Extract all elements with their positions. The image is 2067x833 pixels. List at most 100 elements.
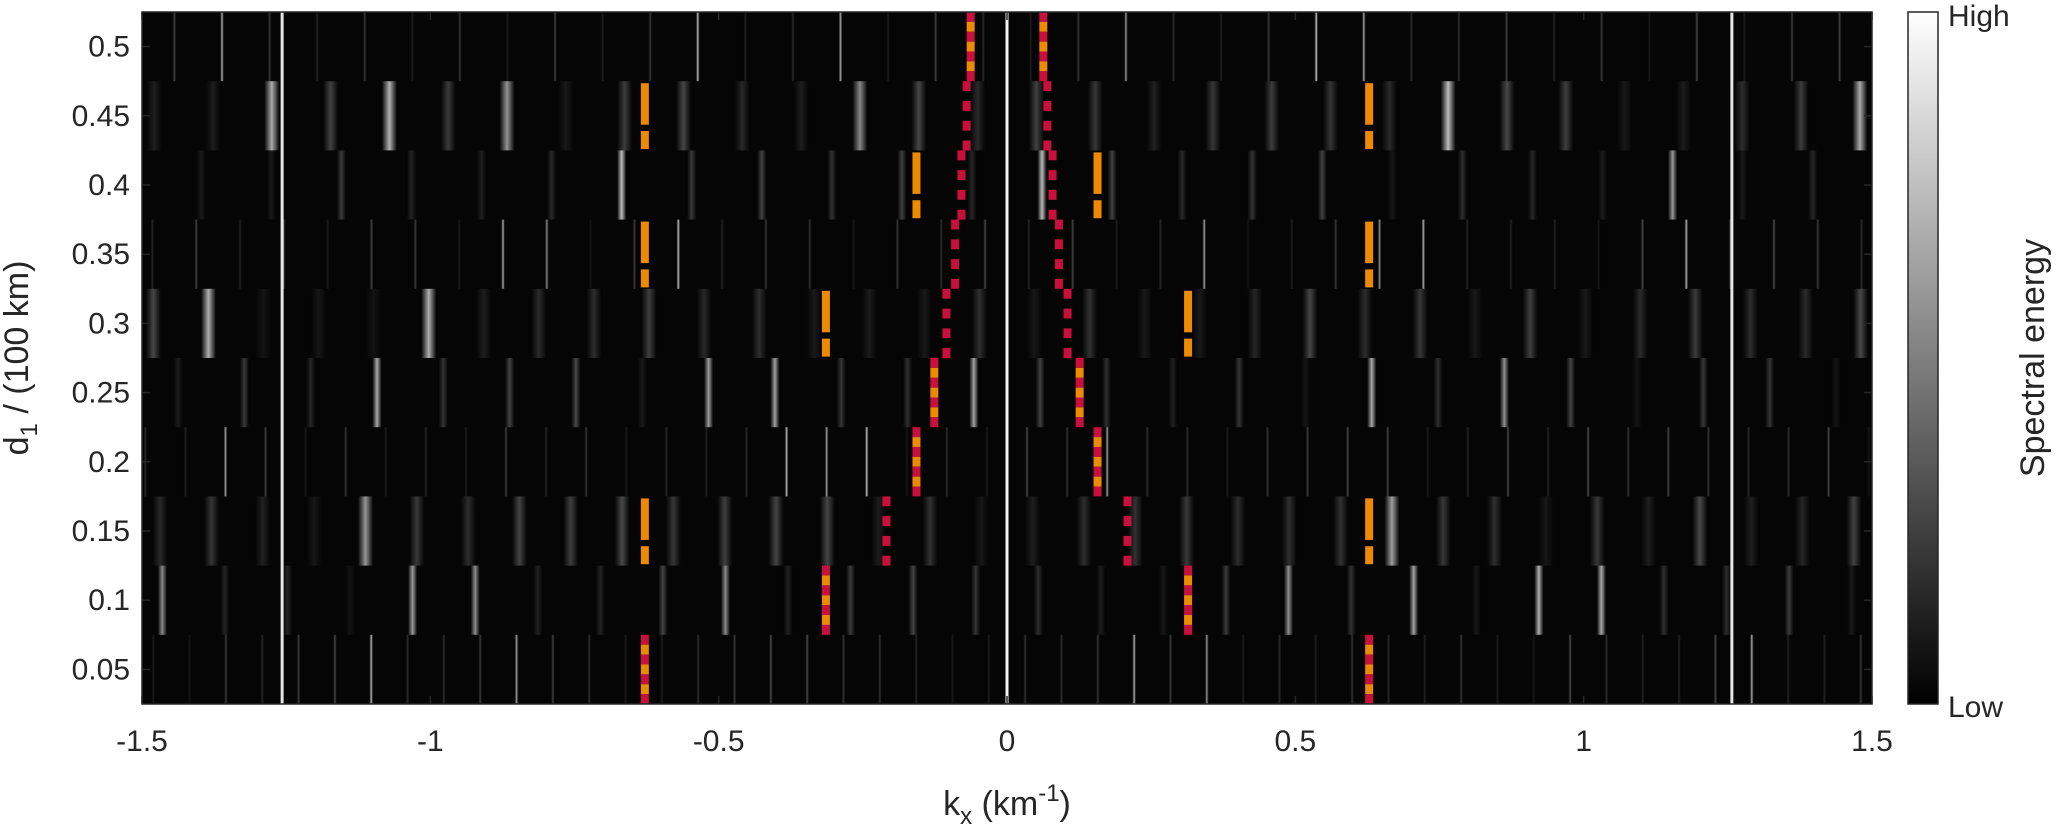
heatmap-stripe [1386,427,1390,497]
heatmap-stripe [405,634,410,704]
heatmap-stripe [981,12,985,82]
red-dotted-marker [942,328,951,339]
heatmap-stripe [696,12,700,82]
orange-marker [1365,221,1374,264]
red-dotted-marker [1075,377,1084,388]
heatmap-stripe [546,150,557,220]
red-dotted-marker [821,595,830,606]
heatmap-stripe [256,288,272,358]
heatmap-stripe [1221,565,1231,635]
heatmap-stripe [1487,496,1503,566]
heatmap-stripe [1246,219,1250,289]
red-dotted-marker [1123,555,1132,566]
heatmap-stripe [1384,496,1400,566]
orange-marker [640,269,649,288]
red-dotted-marker [882,535,891,546]
heatmap-stripe [1096,634,1100,704]
heatmap-stripe [151,634,155,704]
red-dotted-marker [1039,71,1048,82]
heatmap-stripe [1101,358,1112,428]
heatmap-stripe [732,634,737,704]
red-dotted-marker [1048,189,1057,200]
orange-marker [640,83,649,125]
heatmap-stripe [1027,288,1043,358]
heatmap-stripe [440,81,456,151]
heatmap-stripe [1323,81,1339,151]
heatmap-stripe [1728,219,1732,289]
heatmap-stripe [533,565,543,635]
heatmap-stripe [1305,427,1310,497]
heatmap-stripe [1742,288,1758,358]
orange-marker [1365,83,1374,125]
heatmap-stripe [1790,12,1794,82]
red-dotted-marker [966,12,975,22]
heatmap-stripe [897,150,907,220]
heatmap-stripe [770,358,780,428]
heatmap-stripe [1281,496,1297,566]
heatmap-stripe [806,288,822,358]
heatmap-stripe [1192,288,1208,358]
heatmap-stripe [878,634,882,704]
red-dotted-marker [966,41,975,52]
red-dotted-marker [1365,694,1374,704]
heatmap-stripe [836,358,846,428]
heatmap-stripe [587,634,591,704]
red-dotted-marker [1184,575,1193,586]
red-dotted-marker [1184,595,1193,606]
heatmap-stripe [1087,81,1103,151]
heatmap-stripe [442,634,446,704]
red-dotted-marker [1093,456,1102,467]
heatmap-stripe [1082,288,1098,358]
heatmap-stripe [845,565,856,635]
heatmap-stripe [1433,358,1443,428]
heatmap-stripe [220,565,230,635]
heatmap-stripe [1345,427,1350,497]
heatmap-stripe [1247,288,1263,358]
heatmap-stripe [558,81,574,151]
heatmap-stripe [1185,427,1190,497]
heatmap-stripe [1677,634,1681,704]
red-dotted-marker [1063,328,1072,339]
red-dotted-marker [1093,446,1102,457]
heatmap-stripe [987,634,991,704]
heatmap-stripe [1467,288,1483,358]
heatmap-stripe [1596,219,1601,289]
heatmap-stripe [1853,288,1869,358]
red-dotted-marker [1075,358,1084,368]
heatmap-stripe [985,427,989,497]
heatmap-stripe [624,427,628,497]
heatmap-stripe [1367,358,1377,428]
heatmap-stripe [255,496,271,566]
x-tick-label: -1.5 [116,725,168,758]
heatmap-stripe [743,12,748,82]
heatmap-stripe [1357,288,1373,358]
red-dotted-marker [930,417,939,428]
heatmap-stripe [1381,81,1397,151]
heatmap-stripe [1675,81,1691,151]
heatmap-stripe [223,427,228,497]
orange-marker [1365,131,1374,150]
heatmap-stripe [1457,12,1461,82]
heatmap-stripe [971,288,987,358]
heatmap-stripe [1687,288,1703,358]
heatmap-stripe [1713,634,1718,704]
heatmap-stripe [1589,496,1605,566]
heatmap-stripe [841,634,846,704]
heatmap-stripe [1808,150,1818,220]
heatmap-stripe [1387,150,1397,220]
constant-lines [280,12,1734,704]
heatmap-stripe [1798,288,1814,358]
heatmap-stripe [664,427,669,497]
red-dotted-marker [951,239,960,250]
heatmap-stripe [1333,219,1338,289]
heatmap-stripe [1145,427,1150,497]
heatmap-stripe [478,634,482,704]
heatmap-stripe [1168,634,1173,704]
red-dotted-marker [957,150,966,161]
heatmap-stripe [1105,427,1109,497]
red-dotted-marker [1365,644,1374,655]
heatmap-stripe [617,150,627,220]
heatmap-stripe [744,427,749,497]
heatmap-stripe [584,427,588,497]
